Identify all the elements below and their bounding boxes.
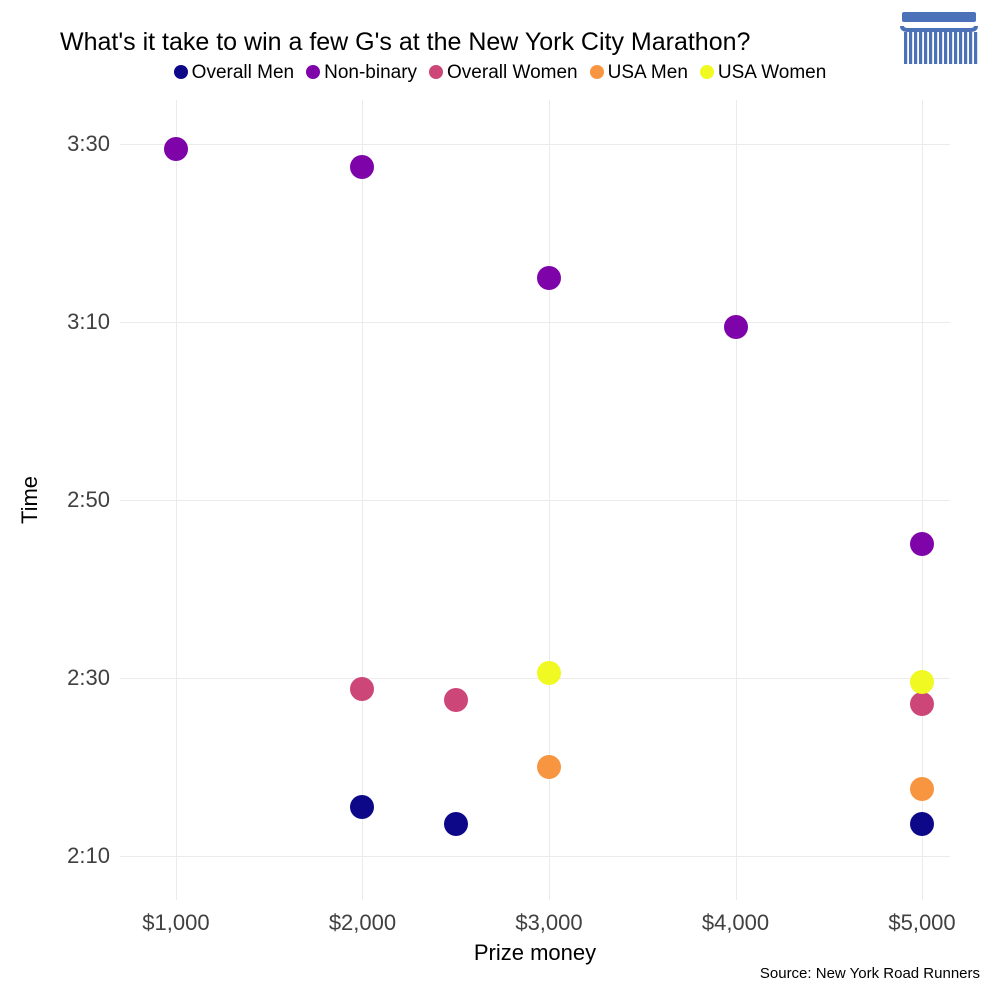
legend-dot xyxy=(700,65,714,79)
y-tick-label: 3:30 xyxy=(40,131,110,157)
chart-title: What's it take to win a few G's at the N… xyxy=(60,28,750,57)
source-text: Source: New York Road Runners xyxy=(760,965,980,982)
logo xyxy=(898,10,980,66)
data-point xyxy=(910,812,934,836)
legend-dot xyxy=(306,65,320,79)
legend-item: USA Women xyxy=(700,62,826,84)
data-point xyxy=(910,692,934,716)
legend-item: Overall Women xyxy=(429,62,578,84)
data-point xyxy=(350,155,374,179)
data-point xyxy=(724,315,748,339)
data-point xyxy=(910,532,934,556)
x-tick-label: $1,000 xyxy=(142,910,209,936)
gridline-horizontal xyxy=(120,322,950,323)
y-tick-label: 2:50 xyxy=(40,487,110,513)
x-tick-label: $2,000 xyxy=(329,910,396,936)
x-tick-label: $3,000 xyxy=(515,910,582,936)
data-point xyxy=(910,670,934,694)
data-point xyxy=(537,661,561,685)
data-point xyxy=(444,812,468,836)
legend-label: Overall Women xyxy=(447,62,578,83)
y-tick-label: 3:10 xyxy=(40,309,110,335)
data-point xyxy=(537,755,561,779)
legend-dot xyxy=(429,65,443,79)
data-point xyxy=(350,677,374,701)
legend-label: USA Men xyxy=(608,62,688,83)
legend-item: Non-binary xyxy=(306,62,417,84)
y-axis-title: Time xyxy=(17,476,43,524)
x-tick-label: $5,000 xyxy=(888,910,955,936)
legend-label: USA Women xyxy=(718,62,826,83)
legend-label: Overall Men xyxy=(192,62,294,83)
plot-area: $1,000$2,000$3,000$4,000$5,0002:102:302:… xyxy=(120,100,950,900)
data-point xyxy=(164,137,188,161)
legend-item: Overall Men xyxy=(174,62,294,84)
y-tick-label: 2:30 xyxy=(40,665,110,691)
legend: Overall Men Non-binary Overall Women USA Me… xyxy=(0,62,1000,84)
legend-label: Non-binary xyxy=(324,62,417,83)
gridline-horizontal xyxy=(120,144,950,145)
data-point xyxy=(537,266,561,290)
gridline-horizontal xyxy=(120,856,950,857)
x-axis-title: Prize money xyxy=(474,940,596,966)
gridline-horizontal xyxy=(120,500,950,501)
data-point xyxy=(350,795,374,819)
legend-item: USA Men xyxy=(590,62,688,84)
y-tick-label: 2:10 xyxy=(40,843,110,869)
legend-dot xyxy=(590,65,604,79)
data-point xyxy=(444,688,468,712)
data-point xyxy=(910,777,934,801)
gridline-horizontal xyxy=(120,678,950,679)
x-tick-label: $4,000 xyxy=(702,910,769,936)
legend-dot xyxy=(174,65,188,79)
